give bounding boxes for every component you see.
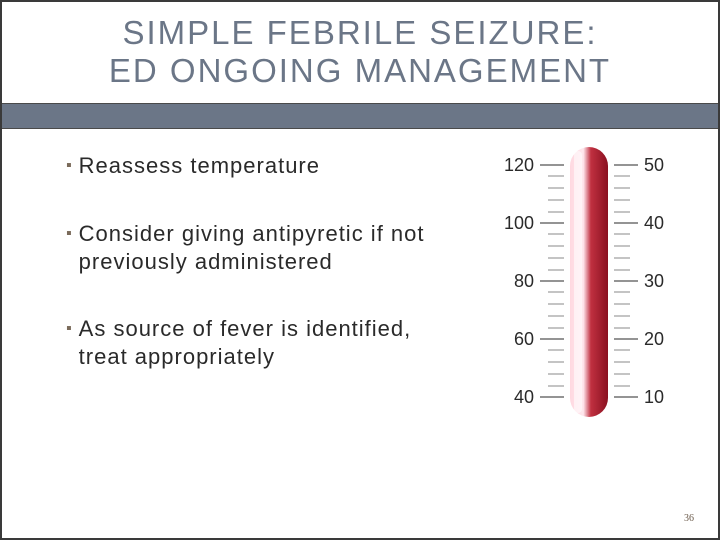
scale-left: 40 <box>514 387 534 407</box>
list-item: ▪ Consider giving antipyretic if not pre… <box>66 220 466 275</box>
bullet-text: As source of fever is identified, treat … <box>79 315 466 370</box>
divider-bar <box>2 103 718 129</box>
list-item: ▪ As source of fever is identified, trea… <box>66 315 466 370</box>
page-number: 36 <box>684 513 694 524</box>
bullet-text: Reassess temperature <box>79 152 320 180</box>
scale-right: 10 <box>644 387 664 407</box>
scale-left: 60 <box>514 329 534 349</box>
title-line-1: SIMPLE FEBRILE SEIZURE: <box>28 14 692 52</box>
bullet-text: Consider giving antipyretic if not previ… <box>79 220 466 275</box>
title-block: SIMPLE FEBRILE SEIZURE: ED ONGOING MANAG… <box>28 14 692 90</box>
scale-right: 20 <box>644 329 664 349</box>
thermometer-image: 120 100 80 60 40 50 40 30 20 10 <box>504 147 674 417</box>
bullet-icon: ▪ <box>66 152 73 180</box>
scale-left: 100 <box>504 213 534 233</box>
scale-left: 120 <box>504 155 534 175</box>
bullet-icon: ▪ <box>66 315 73 343</box>
list-item: ▪ Reassess temperature <box>66 152 466 180</box>
scale-right: 50 <box>644 155 664 175</box>
scale-left: 80 <box>514 271 534 291</box>
bullet-icon: ▪ <box>66 220 73 248</box>
title-line-2: ED ONGOING MANAGEMENT <box>28 52 692 90</box>
scale-right: 30 <box>644 271 664 291</box>
thermometer-svg: 120 100 80 60 40 50 40 30 20 10 <box>504 147 674 417</box>
bullet-list: ▪ Reassess temperature ▪ Consider giving… <box>66 152 466 410</box>
scale-right: 40 <box>644 213 664 233</box>
slide-frame: SIMPLE FEBRILE SEIZURE: ED ONGOING MANAG… <box>0 0 720 540</box>
